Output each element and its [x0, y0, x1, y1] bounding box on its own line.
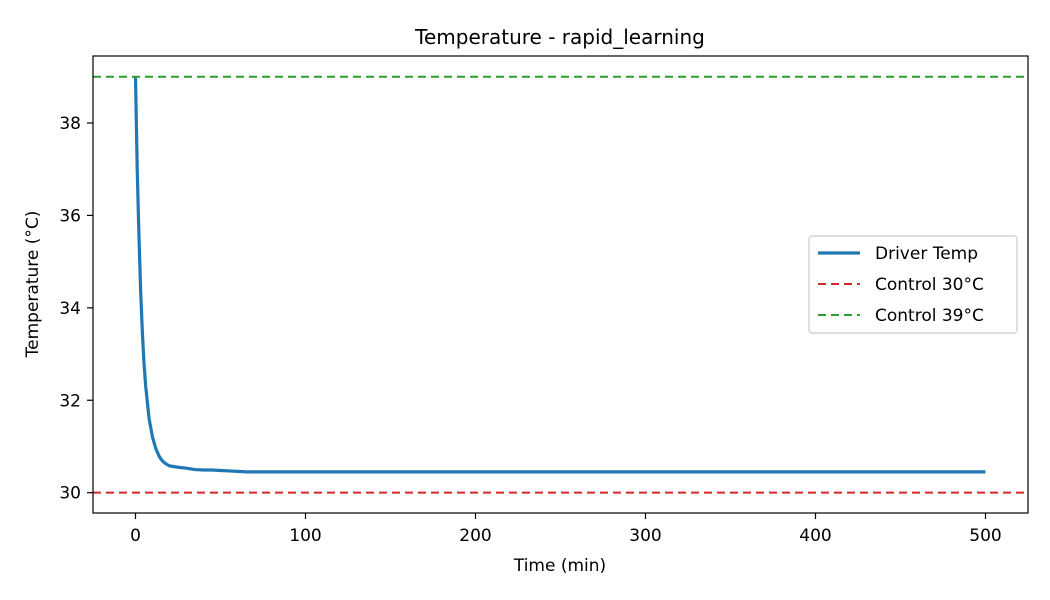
x-axis-label: Time (min): [513, 556, 606, 576]
x-tick-label: 200: [459, 526, 491, 546]
legend-label-0: Driver Temp: [875, 244, 978, 264]
legend-label-1: Control 30°C: [875, 275, 984, 295]
x-tick-label: 500: [969, 526, 1001, 546]
plot-area: 0 100 200 300 400 500 30 32 34 36 38: [59, 55, 1029, 546]
x-tick-label: 400: [799, 526, 831, 546]
y-tick-label: 30: [59, 484, 81, 504]
legend-box: [808, 235, 1018, 334]
y-tick-label: 36: [59, 206, 81, 226]
plot-frame: [92, 55, 1029, 514]
series-line-0: [133, 76, 986, 474]
y-tick-label: 38: [59, 114, 81, 134]
y-axis-label: Temperature (°C): [23, 211, 43, 359]
y-tick-label: 32: [59, 391, 81, 411]
x-tick-label: 300: [629, 526, 661, 546]
legend-label-2: Control 39°C: [875, 306, 984, 326]
y-tick-label: 34: [59, 299, 81, 319]
chart-title: Temperature - rapid_learning: [414, 25, 705, 49]
x-tick-label: 0: [130, 526, 141, 546]
x-tick-label: 100: [289, 526, 321, 546]
legend: Driver Temp Control 30°C Control 39°C: [808, 235, 1018, 334]
